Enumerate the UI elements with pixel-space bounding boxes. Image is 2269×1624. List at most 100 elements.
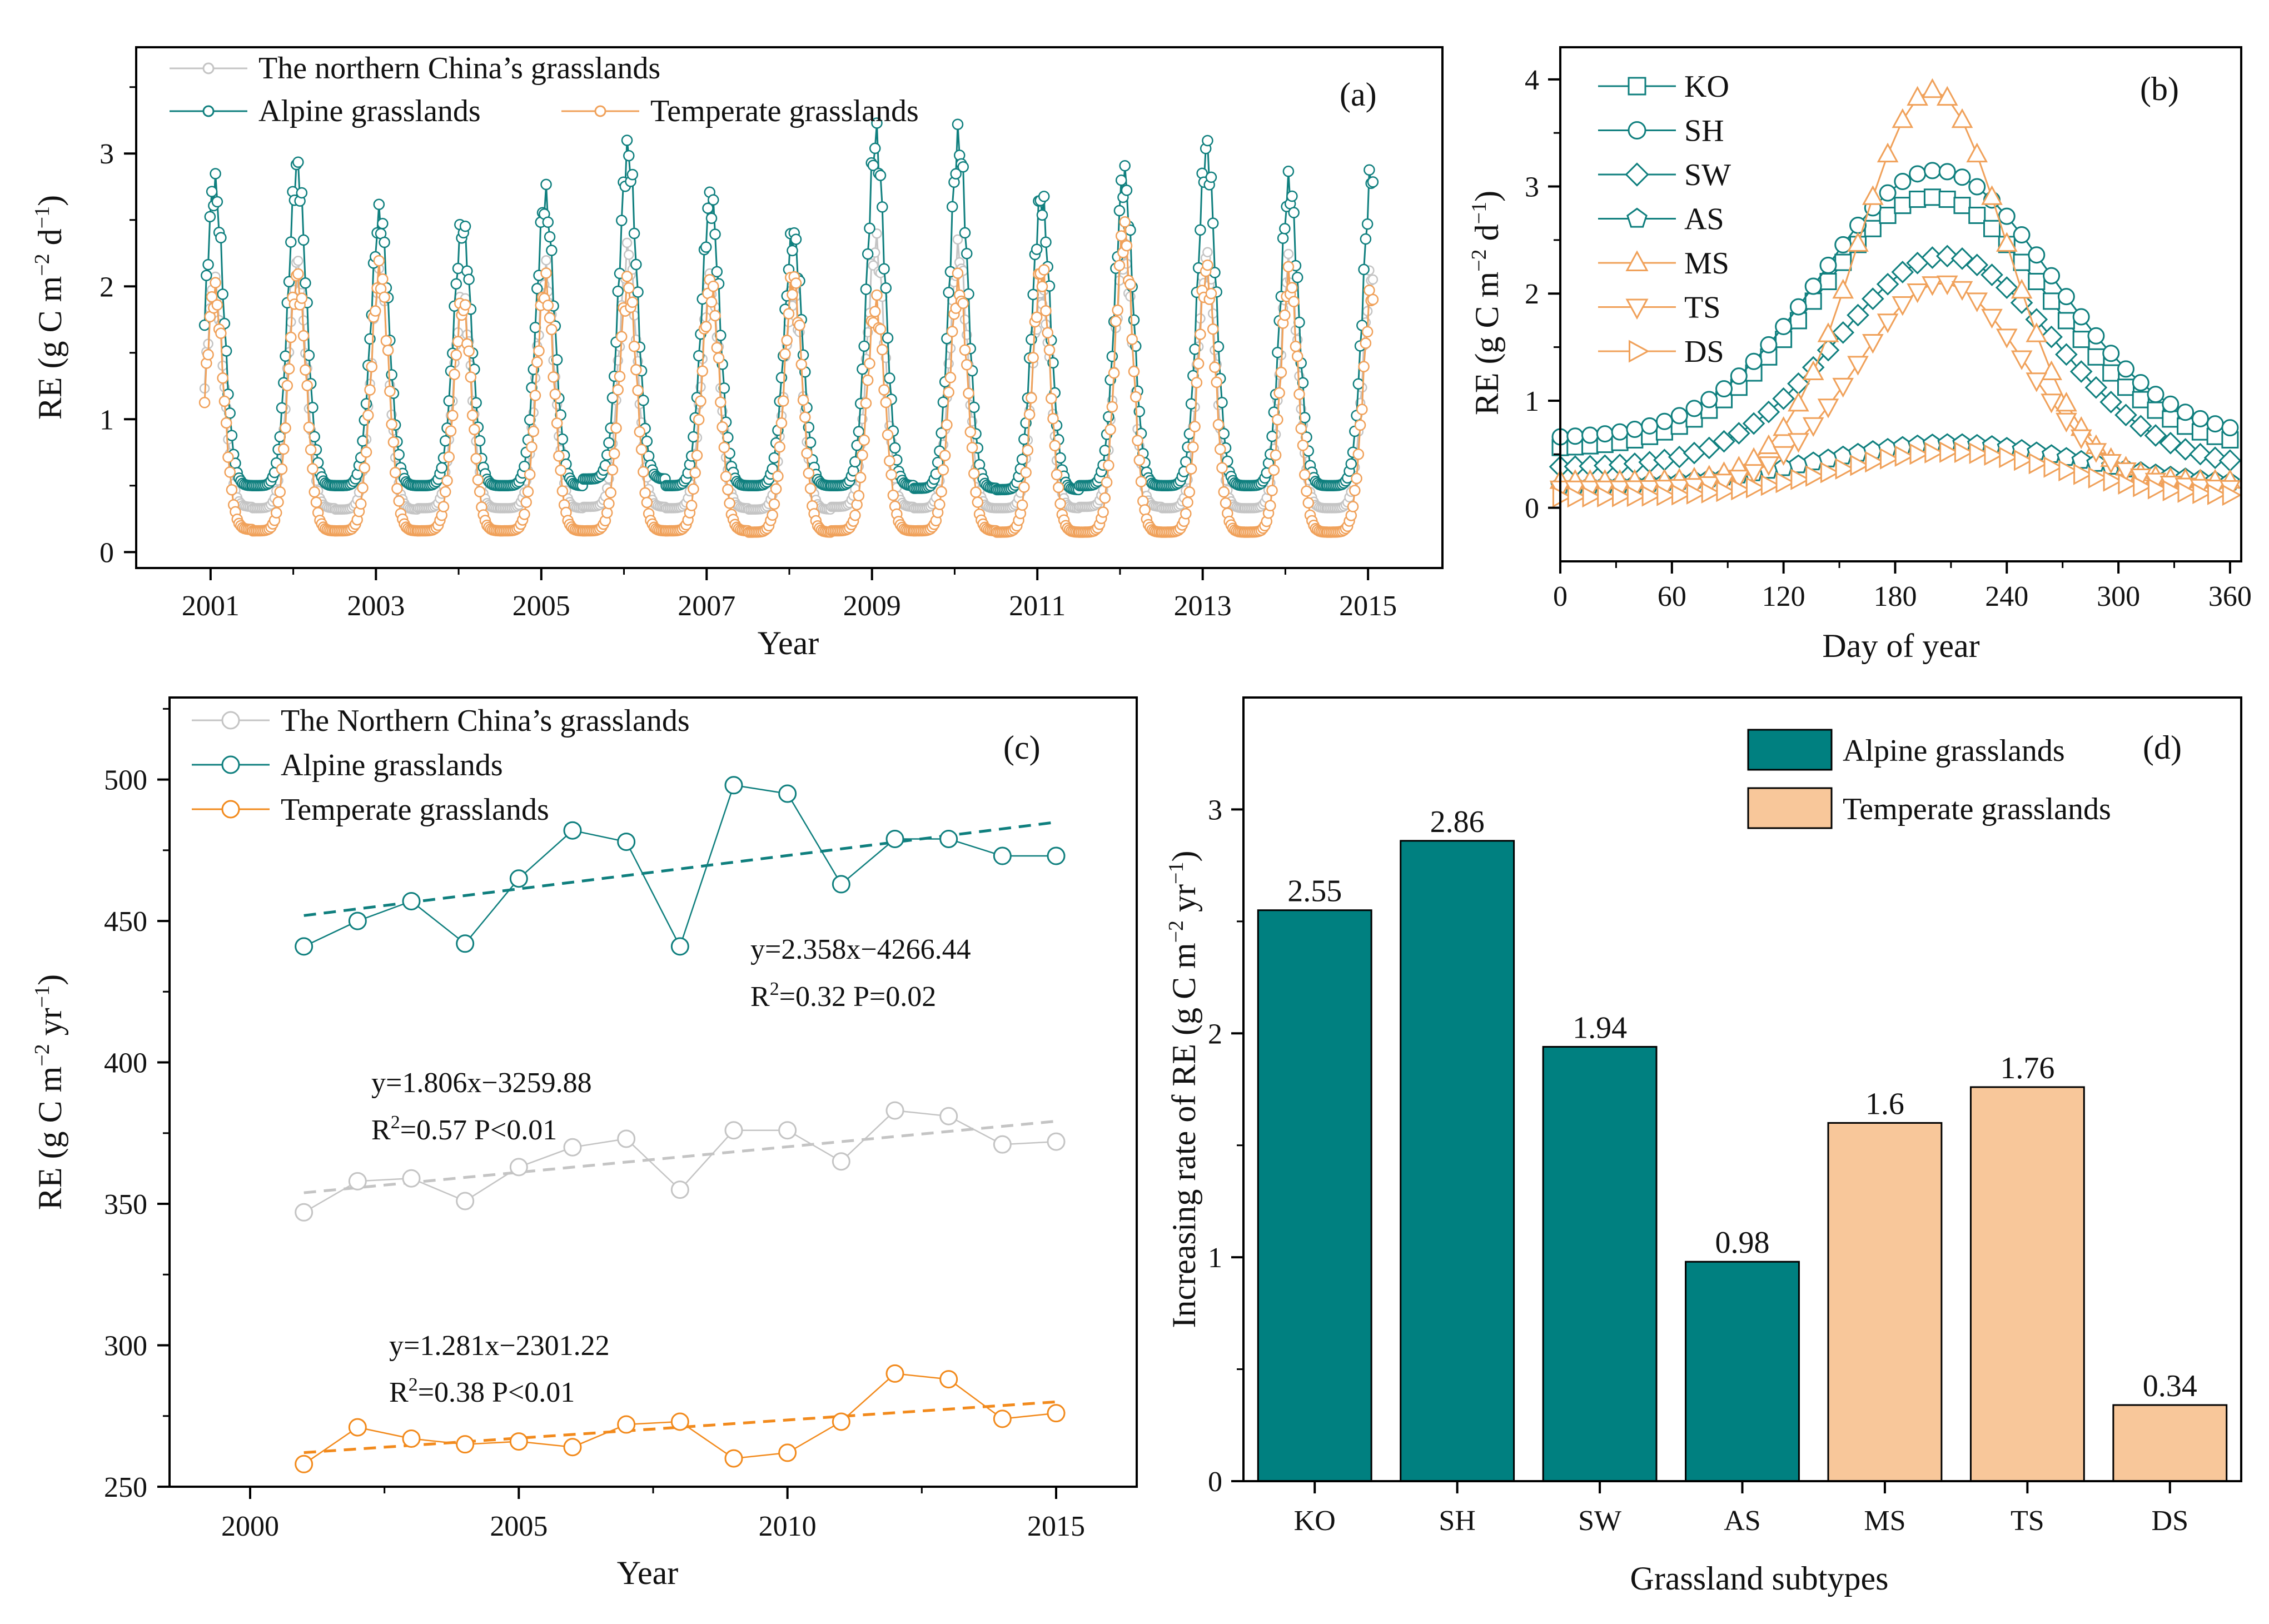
panel-a-xtick-label: 2001 [182, 590, 240, 622]
panel-a-point-alpine [1364, 164, 1375, 176]
panel-a-point-temperate [556, 485, 569, 497]
panel-a-point-temperate [379, 291, 390, 303]
panel-b-point-ko [2162, 410, 2180, 428]
panel-a-point-temperate [1218, 486, 1230, 498]
panel-a-point-temperate [296, 292, 308, 304]
panel-b-point-ko [1968, 206, 1986, 224]
panel-c-point-alpine [993, 846, 1012, 865]
panel-a-point-temperate [555, 464, 566, 476]
panel-c-point-temperate_line [670, 1412, 689, 1431]
panel-a-series [198, 117, 1379, 538]
panel-a-point-temperate [300, 364, 311, 376]
panel-b-legend-label: MS [1684, 246, 1729, 281]
panel-a-point-temperate [718, 441, 730, 454]
panel-a-point-alpine [1266, 430, 1278, 442]
panel-a-point-temperate [1207, 323, 1219, 335]
panel-a-point-alpine [308, 431, 320, 442]
panel-a-point-alpine [959, 227, 971, 239]
panel-b-point-sh [1715, 380, 1733, 398]
panel-a-point-temperate [685, 500, 698, 511]
panel-a-point-alpine [705, 212, 718, 225]
panel-a-point-temperate [632, 385, 644, 396]
panel-a-point-temperate [210, 277, 221, 288]
panel-c-point-northern [832, 1152, 850, 1171]
panel-a-point-alpine [862, 248, 874, 260]
panel-b-ylabel: RE (g C m−2 d−1) [1467, 191, 1505, 415]
panel-a-point-temperate [553, 450, 565, 462]
panel-d-xlabel: Grassland subtypes [1630, 1560, 1889, 1597]
panel-a-point-temperate [544, 312, 556, 324]
panel-a-point-temperate [1031, 311, 1043, 323]
panel-a-point-alpine [373, 198, 385, 211]
panel-a-point-temperate [1119, 216, 1131, 228]
panel-a-point-temperate [1097, 506, 1109, 518]
panel-a-point-temperate [217, 372, 228, 384]
panel-b-point-ko [2057, 312, 2075, 330]
panel-b-label: (b) [2140, 71, 2179, 107]
panel-c-xtick-label: 2000 [221, 1511, 279, 1542]
panel-a-point-alpine [849, 456, 861, 468]
panel-a-point-temperate [936, 486, 947, 497]
panel-a-point-temperate [380, 335, 392, 347]
panel-a-point-temperate [224, 466, 236, 478]
panel-b-point-sh [2028, 246, 2046, 264]
panel-a-point-alpine [790, 233, 802, 245]
panel-a-point-alpine [882, 332, 894, 344]
panel-a-point-temperate [639, 487, 651, 499]
panel-a-point-alpine [1054, 452, 1066, 464]
panel-a-point-temperate [1189, 421, 1201, 432]
panel-c-point-alpine [617, 833, 636, 851]
panel-a-point-temperate [1103, 460, 1114, 471]
panel-b-point-sh [2087, 327, 2105, 345]
panel-a-point-temperate [447, 410, 459, 421]
panel-a-point-alpine [968, 401, 980, 414]
panel-a-point-temperate [292, 268, 304, 280]
panel-b-point-sh [1745, 352, 1763, 370]
panel-a-point-temperate [968, 467, 980, 480]
panel-a-point-alpine [616, 215, 628, 226]
panel-d-bar-value-label: 2.86 [1430, 805, 1485, 839]
panel-a-point-temperate [711, 342, 723, 353]
panel-c-point-temperate_line [295, 1454, 314, 1473]
panel-b-xtick-label: 360 [2208, 581, 2252, 612]
panel-a-point-alpine [943, 286, 954, 298]
panel-d-bar-ko [1257, 909, 1372, 1482]
panel-b-xtick-label: 300 [2097, 581, 2140, 612]
panel-a-point-temperate [1272, 414, 1283, 426]
panel-c-point-temperate_line [509, 1432, 528, 1451]
panel-a-point-alpine [804, 436, 817, 449]
panel-a-point-temperate [1053, 481, 1064, 494]
panel-c-point-alpine [778, 784, 797, 803]
panel-a-point-temperate [370, 305, 381, 317]
panel-c-point-alpine [402, 891, 421, 910]
panel-c-ytick-label: 500 [104, 765, 147, 796]
panel-a-point-alpine [702, 202, 714, 214]
panel-a-point-alpine [632, 286, 644, 298]
panel-a-point-temperate [715, 396, 727, 408]
panel-b-point-ko [1894, 197, 1912, 215]
panel-a-point-temperate [1291, 350, 1303, 362]
panel-b-point-sh [2132, 374, 2149, 392]
panel-a-point-temperate [877, 343, 888, 356]
panel-a-point-alpine [709, 228, 721, 240]
panel-a-point-temperate [1361, 326, 1374, 338]
panel-a-point-temperate [1352, 448, 1365, 460]
panel-b-point-sh [1611, 423, 1629, 441]
panel-d-legend-swatch [1747, 787, 1833, 829]
panel-c-ytick-label: 300 [104, 1331, 147, 1362]
panel-a-point-northern [1202, 247, 1213, 257]
panel-b-point-ms [1862, 185, 1884, 205]
panel-d-bar-sh [1400, 840, 1515, 1482]
panel-c-point-temperate_line [885, 1364, 904, 1383]
panel-a-xtick-label: 2015 [1339, 590, 1397, 622]
panel-c-ytick-label: 450 [104, 906, 147, 938]
panel-c-point-northern [885, 1101, 904, 1120]
panel-a-point-temperate [280, 422, 291, 434]
panel-a-point-alpine [1038, 191, 1050, 202]
panel-a-point-alpine [797, 349, 809, 361]
panel-d-bar-ds [2112, 1404, 2228, 1482]
panel-a-point-temperate [1268, 464, 1280, 476]
panel-c-fit-equation: y=1.281x−2301.22 [389, 1330, 610, 1362]
panel-d-ytick-label: 2 [1208, 1018, 1222, 1050]
panel-a-point-temperate [445, 425, 457, 437]
